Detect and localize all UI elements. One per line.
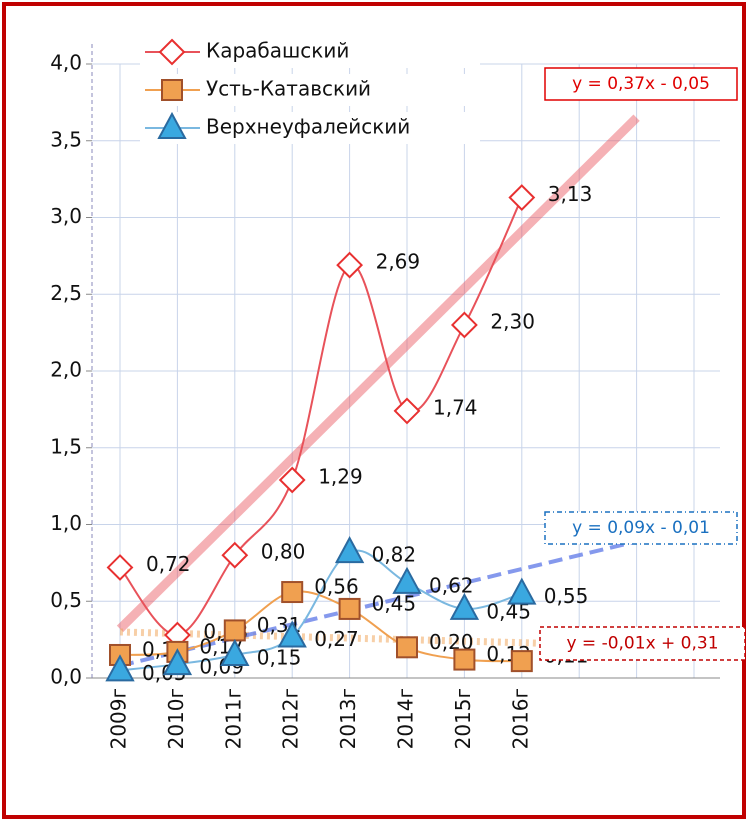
y-tick-label: 0,5 xyxy=(50,588,82,612)
marker xyxy=(158,38,186,66)
marker xyxy=(510,650,533,673)
data-label: 0,27 xyxy=(314,627,359,651)
legend-label: Усть-Катавский xyxy=(206,77,371,101)
trendline xyxy=(119,539,638,668)
series-line xyxy=(119,197,523,637)
y-tick-label: 4,0 xyxy=(50,51,82,75)
marker xyxy=(157,111,187,139)
data-label: 0,55 xyxy=(544,584,589,608)
data-label: 3,13 xyxy=(548,182,593,206)
data-label: 0,80 xyxy=(261,540,306,564)
legend-label: Карабашский xyxy=(206,39,349,63)
marker xyxy=(449,592,480,620)
y-tick-label: 1,0 xyxy=(50,511,82,535)
data-label: 0,72 xyxy=(146,552,191,576)
data-label: 0,62 xyxy=(429,573,474,597)
marker xyxy=(393,397,421,425)
marker xyxy=(220,638,250,666)
marker xyxy=(336,251,364,279)
marker xyxy=(396,636,418,659)
marker xyxy=(221,541,249,569)
y-tick-label: 0,0 xyxy=(50,665,82,689)
marker xyxy=(106,554,134,581)
marker xyxy=(453,648,476,671)
data-label: 0,15 xyxy=(257,645,302,669)
series-line xyxy=(119,549,523,672)
trend-equation: y = 0,09x - 0,01 xyxy=(572,518,710,538)
marker xyxy=(507,577,537,605)
data-label: 0,56 xyxy=(314,575,359,599)
trendline xyxy=(116,114,640,633)
marker xyxy=(162,648,193,676)
data-label: 2,30 xyxy=(490,309,535,333)
marker xyxy=(278,466,306,494)
data-label: 2,69 xyxy=(376,250,421,274)
x-tick-label: 2016г xyxy=(508,688,532,749)
x-tick-label: 2009г xyxy=(107,688,131,749)
y-tick-label: 2,5 xyxy=(50,281,82,305)
marker xyxy=(334,536,365,564)
y-tick-label: 2,0 xyxy=(50,358,82,382)
marker xyxy=(223,619,246,642)
x-tick-label: 2011г xyxy=(221,688,245,749)
y-tick-label: 3,0 xyxy=(50,204,82,228)
data-label: 1,74 xyxy=(433,395,478,419)
marker xyxy=(281,581,304,604)
marker xyxy=(338,597,361,620)
equation-box xyxy=(544,511,738,545)
marker xyxy=(161,79,183,101)
trend-equation: y = -0,01x + 0,31 xyxy=(566,634,718,654)
trend-equation: y = 0,37x - 0,05 xyxy=(572,74,710,94)
marker xyxy=(450,311,478,339)
marker xyxy=(508,184,536,211)
marker xyxy=(392,566,422,594)
trendline xyxy=(119,628,637,650)
y-tick-label: 3,5 xyxy=(50,127,82,151)
legend-label: Верхнеуфалейский xyxy=(206,115,410,139)
data-label: 1,29 xyxy=(318,464,363,488)
equation-box xyxy=(544,67,738,101)
x-tick-label: 2013г xyxy=(336,688,360,749)
x-tick-label: 2012г xyxy=(279,688,303,749)
x-tick-label: 2015г xyxy=(451,688,475,749)
marker xyxy=(277,620,307,648)
y-tick-label: 1,5 xyxy=(50,434,82,458)
equation-box xyxy=(539,626,746,661)
x-tick-label: 2010г xyxy=(164,688,188,749)
x-tick-label: 2014г xyxy=(394,688,418,749)
data-label: 0,45 xyxy=(372,591,417,615)
marker xyxy=(105,654,135,682)
data-label: 0,82 xyxy=(372,543,417,567)
